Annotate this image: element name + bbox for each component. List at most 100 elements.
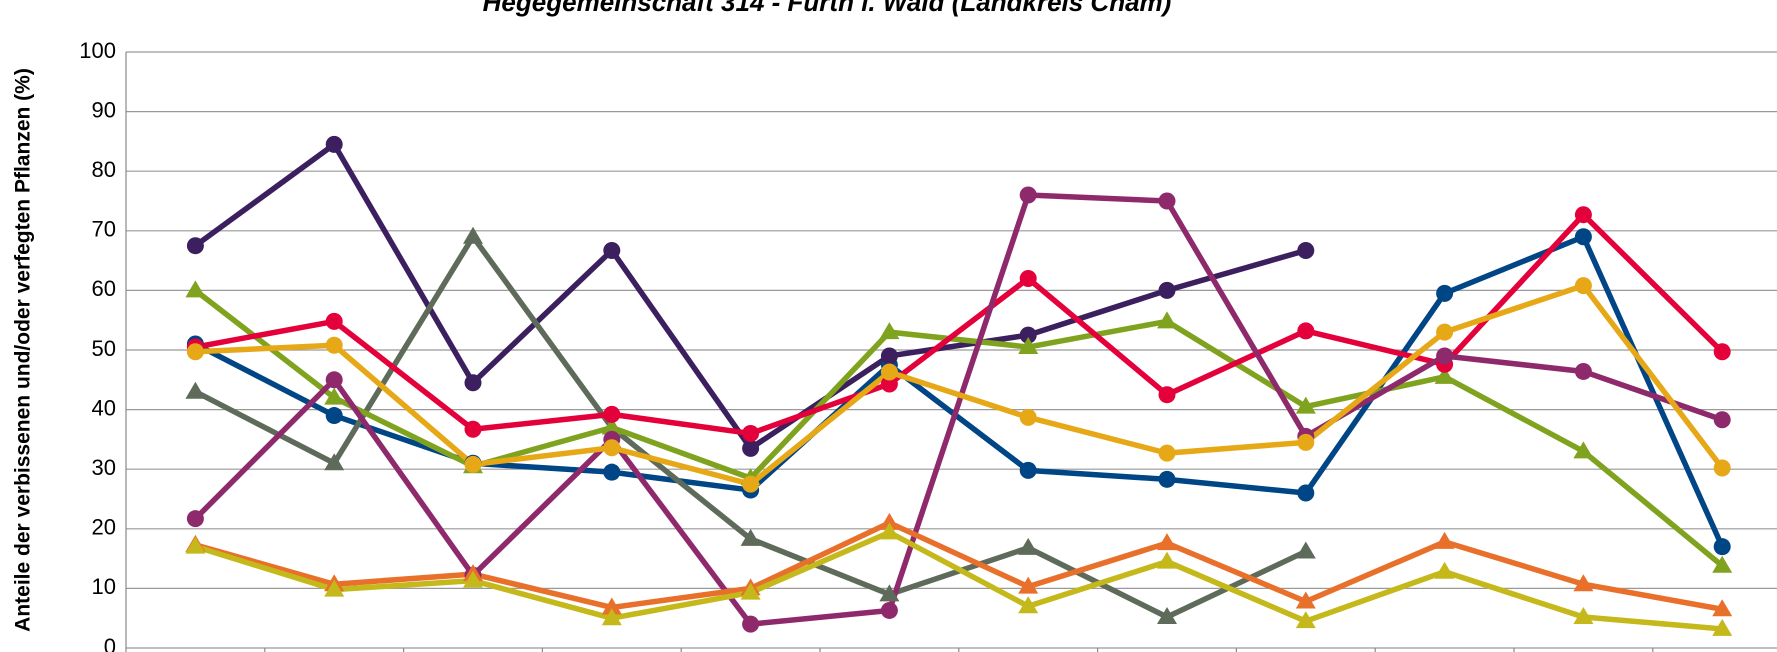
marker <box>185 536 206 554</box>
marker <box>186 237 204 255</box>
marker <box>324 579 345 597</box>
marker <box>742 439 760 457</box>
marker <box>325 135 343 153</box>
marker <box>1295 396 1316 414</box>
marker <box>879 512 900 530</box>
series-line <box>193 192 1724 627</box>
y-tick-label: 10 <box>92 574 116 599</box>
marker <box>880 375 898 393</box>
marker <box>740 582 761 600</box>
marker <box>1018 596 1039 614</box>
marker <box>463 226 483 244</box>
y-tick-label: 80 <box>92 157 116 182</box>
marker <box>879 584 900 602</box>
marker <box>742 424 760 442</box>
marker <box>742 615 760 633</box>
y-axis-label: Anteile der verbissenen und/oder verfegt… <box>12 68 35 632</box>
y-tick-label: 0 <box>104 634 116 652</box>
marker <box>1297 241 1315 259</box>
marker <box>1019 461 1037 479</box>
marker <box>1436 284 1454 302</box>
marker <box>325 312 343 330</box>
marker <box>1019 269 1037 287</box>
marker <box>325 371 343 389</box>
marker <box>1018 337 1039 355</box>
marker <box>1158 281 1176 299</box>
marker <box>1295 541 1316 559</box>
marker <box>1157 311 1177 329</box>
series-line <box>193 141 1307 452</box>
marker <box>1297 322 1315 340</box>
marker <box>325 336 343 354</box>
marker <box>1019 408 1037 426</box>
marker <box>880 363 898 381</box>
marker <box>1574 277 1592 295</box>
marker <box>879 322 900 340</box>
marker <box>1712 618 1733 636</box>
marker <box>324 387 345 405</box>
marker <box>1713 411 1731 429</box>
marker <box>603 463 621 481</box>
marker <box>601 597 622 615</box>
marker <box>1018 576 1039 594</box>
marker <box>1434 561 1455 579</box>
marker <box>1158 444 1176 462</box>
series-line <box>194 520 1723 612</box>
marker <box>464 455 482 473</box>
marker <box>1436 347 1454 365</box>
series-line <box>194 529 1723 632</box>
y-tick-label: 100 <box>79 38 116 63</box>
marker <box>1574 362 1592 380</box>
marker <box>1295 591 1316 609</box>
y-tick-label: 60 <box>92 276 116 301</box>
marker <box>1436 323 1454 341</box>
y-tick-label: 20 <box>92 515 116 540</box>
series-line <box>193 288 1724 568</box>
marker <box>880 347 898 365</box>
marker <box>1573 441 1594 459</box>
marker <box>463 570 483 588</box>
marker <box>325 407 343 425</box>
y-tick-label: 30 <box>92 455 116 480</box>
marker <box>603 439 621 457</box>
marker <box>880 601 898 619</box>
marker <box>601 608 622 626</box>
marker <box>601 417 622 435</box>
marker <box>1157 551 1177 569</box>
marker <box>603 241 621 259</box>
marker <box>1295 611 1316 629</box>
marker <box>1018 537 1039 555</box>
marker <box>1573 574 1594 592</box>
marker <box>1158 386 1176 404</box>
marker <box>1158 192 1176 210</box>
y-tick-label: 90 <box>92 97 116 122</box>
marker <box>1713 459 1731 477</box>
y-tick-label: 50 <box>92 336 116 361</box>
y-tick-label: 40 <box>92 395 116 420</box>
marker <box>185 381 206 399</box>
marker <box>879 522 900 540</box>
chart-title: Hegegemeinschaft 314 - Furth i. Wald (La… <box>483 0 1172 17</box>
marker <box>464 374 482 392</box>
marker <box>324 453 345 471</box>
marker <box>1713 343 1731 361</box>
marker <box>464 420 482 438</box>
marker <box>1434 366 1455 384</box>
marker <box>1157 607 1177 625</box>
marker <box>1019 326 1037 344</box>
series-line <box>195 282 1725 487</box>
marker <box>185 280 206 298</box>
marker <box>1574 206 1592 224</box>
marker <box>1434 531 1455 549</box>
marker <box>1574 228 1592 246</box>
marker <box>1712 555 1733 573</box>
marker <box>1713 538 1731 556</box>
marker <box>186 510 204 528</box>
marker <box>1158 470 1176 488</box>
marker <box>1712 599 1733 617</box>
marker <box>1573 607 1594 625</box>
series-line <box>194 211 1725 437</box>
marker <box>740 528 761 546</box>
